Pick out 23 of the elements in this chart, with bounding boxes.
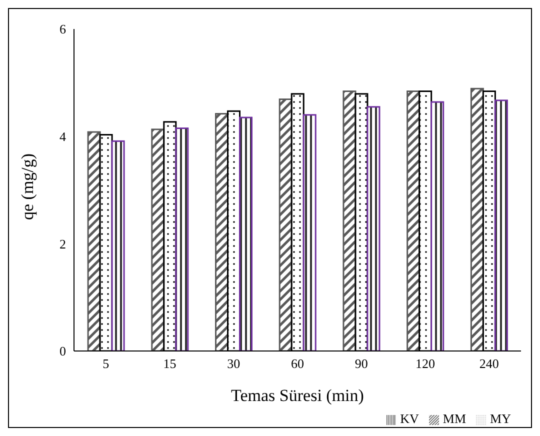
x-tick-label: 90 [354,356,368,372]
y-tick-label: 4 [60,128,66,144]
x-tick-label: 5 [102,356,110,372]
legend-label: KV [400,411,419,426]
bar [111,140,125,351]
x-tick-label: 60 [291,356,304,372]
bar [175,128,189,351]
y-tick-label: 2 [60,236,66,252]
y-tick-label: 0 [60,344,66,359]
legend-label: MY [490,411,511,426]
y-tick-label: 6 [60,22,66,37]
legend-label: MM [442,411,466,426]
bar [430,101,444,351]
bar [366,106,380,351]
y-axis-title: qe (mg/g) [18,153,38,220]
x-tick-label: 30 [227,356,240,372]
x-axis-title: Temas Süresi (min) [231,386,364,405]
bar [302,114,316,351]
bar [494,100,508,351]
x-tick-label: 240 [479,356,499,372]
bar [239,116,253,351]
x-tick-label: 15 [163,356,176,372]
x-tick-label: 120 [415,356,435,372]
